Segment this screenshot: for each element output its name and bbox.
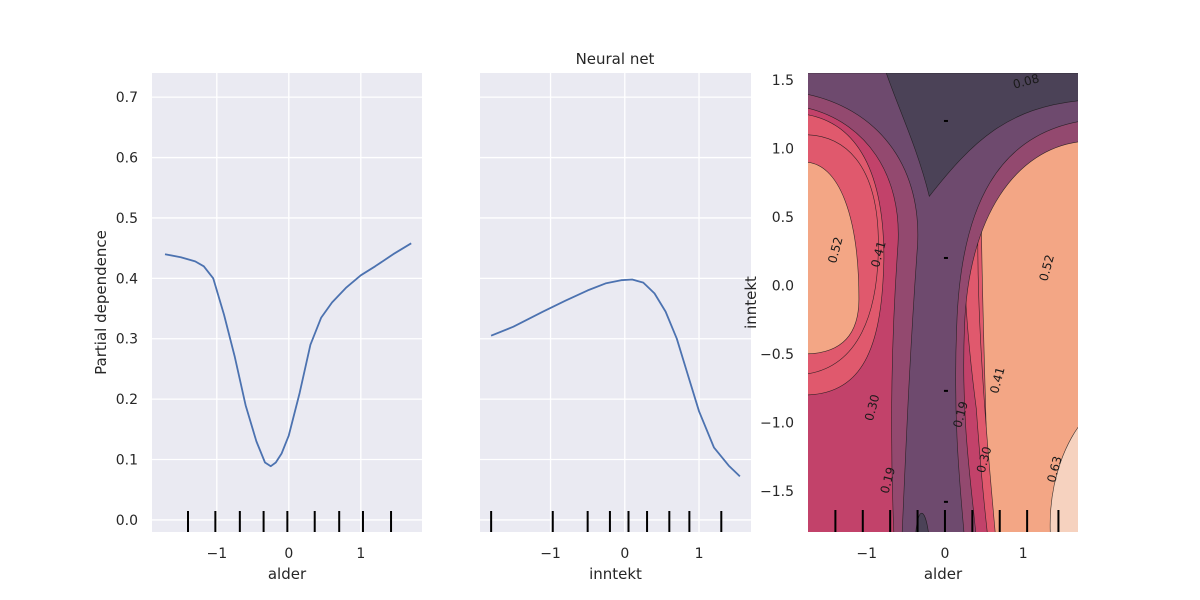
contour-label: 0.41 [987,366,1007,395]
y-tick-label: 1.0 [772,141,794,157]
contour-label: 0.63 [1044,455,1064,484]
subplot-alder: −1 0 1 0.0 0.1 0.2 0.3 0.4 0.5 0.6 0.7 Partial depe… [92,73,422,583]
contour-band [808,162,860,355]
contour-fill [808,73,1078,532]
y-tick-label: −1.5 [760,484,794,500]
y-tick-label: 1.5 [772,73,794,89]
y-tick-label: 0.1 [116,453,138,469]
x-tick-label: 0 [620,546,629,562]
x-tick-label: −1 [540,546,561,562]
y-tick-label: −0.5 [760,347,794,363]
y-tick-label: 0.5 [772,210,794,226]
figure-suptitle: Neural net [576,50,655,68]
x-tick-label: 1 [356,546,365,562]
series-line [164,242,412,468]
contour-label: 0.19 [950,400,970,429]
y-axis-label: Partial dependence [92,230,110,375]
subplot-inntekt: −1 0 1 inntekt [480,73,751,583]
y-tick-label: 0.7 [116,90,138,106]
x-tick-label: −1 [856,546,877,562]
contour-band [915,513,929,532]
contour-label: 0.19 [878,466,898,495]
x-axis-label: alder [268,565,307,583]
y-tick-label: 0.2 [116,392,138,408]
contour-label: 0.30 [974,445,994,474]
y-axis-label: inntekt [742,276,760,329]
x-axis-label: inntekt [589,565,642,583]
y-tick-label: 0.0 [772,278,794,294]
y-tick-label: 0.0 [116,513,138,529]
y-tick-label: 0.6 [116,151,138,167]
contour-band [1049,426,1078,532]
y-tick-label: 0.4 [116,271,138,287]
y-tick-label: 0.3 [116,332,138,348]
contour-band [808,73,1078,532]
contour-label: 0.08 [1011,71,1040,91]
x-tick-label: −1 [206,546,227,562]
y-tick-label: 0.5 [116,211,138,227]
subplot-contour-alder-inntekt: 0.080.52 0.41 0.520.410.30 0.190.30 0.630.19… [742,71,1078,583]
x-tick-label: 0 [940,546,949,562]
contour-label: 0.41 [868,239,888,268]
x-axis-label: alder [924,565,963,583]
contour-label: 0.52 [825,235,845,264]
contour-band [885,73,1078,197]
contour-label: 0.30 [862,393,882,422]
plot-area [152,73,422,532]
x-tick-label: 1 [1019,546,1028,562]
x-tick-label: 1 [695,546,704,562]
series-line [490,278,741,478]
plot-area [480,73,751,532]
contour-label: 0.52 [1037,253,1057,282]
x-tick-label: 0 [284,546,293,562]
y-tick-label: −1.0 [760,415,794,431]
